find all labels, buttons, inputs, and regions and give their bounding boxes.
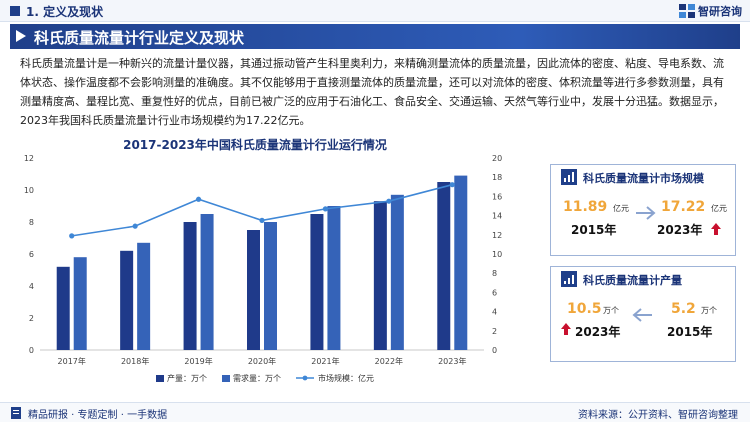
section-title: 1. 定义及现状 bbox=[26, 5, 104, 19]
market-size-card-title: 科氏质量流量计市场规模 bbox=[583, 172, 704, 185]
arrow-right-icon bbox=[636, 206, 656, 220]
y-left-tick-label: 4 bbox=[29, 282, 34, 291]
brand-logo-icon bbox=[679, 4, 695, 18]
intro-paragraph: 科氏质量流量计是一种新兴的流量计量仪器，其通过振动管产生科里奥利力，来精确测量流… bbox=[20, 57, 724, 127]
y-right-tick-label: 20 bbox=[492, 154, 502, 163]
y-right-tick-label: 10 bbox=[492, 250, 502, 259]
x-tick-label: 2021年 bbox=[311, 356, 339, 366]
brand-name: 智研咨询 bbox=[698, 5, 742, 18]
y-left-tick-label: 10 bbox=[24, 186, 34, 195]
x-tick-label: 2023年 bbox=[438, 356, 466, 366]
bar-demand bbox=[200, 214, 214, 350]
bar-demand bbox=[327, 206, 341, 350]
legend-swatch-production bbox=[156, 375, 164, 382]
point-market-size bbox=[195, 196, 202, 202]
x-tick-label: 2017年 bbox=[58, 356, 86, 366]
chevron-right-icon bbox=[16, 30, 26, 42]
y-right-tick-label: 18 bbox=[492, 173, 502, 182]
bar-production bbox=[437, 182, 451, 350]
output-card-header: 科氏质量流量计产量 bbox=[551, 267, 737, 291]
page-footer: 精品研报 · 专题定制 · 一手数据 资料来源：公开资料、智研咨询整理 bbox=[0, 402, 750, 422]
y-left-tick-label: 6 bbox=[29, 250, 34, 259]
bar-production bbox=[247, 230, 260, 350]
y-right-tick-label: 12 bbox=[492, 231, 502, 240]
y-left-tick-label: 8 bbox=[29, 218, 34, 227]
x-tick-label: 2018年 bbox=[121, 356, 149, 366]
point-market-size bbox=[386, 198, 392, 204]
y-right-tick-label: 6 bbox=[492, 288, 497, 297]
brand-logo: 智研咨询 bbox=[679, 3, 742, 19]
arrow-left-icon bbox=[632, 308, 652, 322]
bar-production bbox=[56, 266, 70, 350]
legend-swatch-demand bbox=[222, 375, 230, 382]
bar-demand bbox=[454, 175, 468, 350]
market-size-card-header: 科氏质量流量计市场规模 bbox=[551, 165, 737, 189]
bar-production bbox=[373, 201, 387, 350]
page-title: 科氏质量流量计行业定义及现状 bbox=[34, 29, 245, 47]
market-size-card: 科氏质量流量计市场规模 11.89 亿元 2015年 17.22 亿元 2023… bbox=[550, 164, 736, 256]
point-market-size bbox=[449, 182, 455, 188]
bar-demand bbox=[264, 222, 277, 350]
footer-source: 资料来源：公开资料、智研咨询整理 bbox=[578, 410, 738, 421]
market-size-2023-year: 2023年 bbox=[657, 223, 703, 237]
y-right-tick-label: 8 bbox=[492, 269, 497, 278]
bar-demand bbox=[137, 242, 151, 350]
output-2015-value: 5.2 bbox=[671, 301, 696, 317]
bar-chart-icon bbox=[561, 271, 577, 287]
arrow-up-icon bbox=[711, 223, 721, 235]
market-size-2015-value: 11.89 bbox=[563, 199, 608, 215]
y-left-tick-label: 0 bbox=[29, 346, 34, 355]
y-right-tick-label: 16 bbox=[492, 192, 502, 201]
bar-production bbox=[310, 214, 324, 350]
legend-label-market-size: 市场规模：亿元 bbox=[318, 373, 374, 383]
chart-title: 2017-2023年中国科氏质量流量计行业运行情况 bbox=[123, 138, 387, 152]
market-size-2015-year: 2015年 bbox=[571, 223, 617, 237]
dollar-chart-icon bbox=[561, 169, 577, 185]
bar-demand bbox=[390, 194, 404, 350]
arrow-up-icon bbox=[561, 323, 571, 335]
y-right-tick-label: 2 bbox=[492, 327, 497, 336]
output-2015-unit: 万个 bbox=[701, 306, 717, 315]
x-tick-label: 2022年 bbox=[375, 356, 403, 366]
market-size-2023-unit: 亿元 bbox=[711, 204, 727, 213]
y-right-tick-label: 4 bbox=[492, 308, 497, 317]
y-right-tick-label: 0 bbox=[492, 346, 497, 355]
bar-demand bbox=[73, 257, 87, 350]
page-banner: 科氏质量流量计行业定义及现状 bbox=[10, 24, 740, 49]
output-card-title: 科氏质量流量计产量 bbox=[583, 274, 682, 287]
output-2023-unit: 万个 bbox=[603, 306, 619, 315]
output-card: 科氏质量流量计产量 10.5 万个 2023年 5.2 万个 2015年 bbox=[550, 266, 736, 362]
market-size-2023-value: 17.22 bbox=[661, 199, 706, 215]
section-marker-icon bbox=[10, 6, 20, 16]
y-left-tick-label: 2 bbox=[29, 314, 34, 323]
point-market-size bbox=[132, 223, 138, 229]
x-tick-label: 2020年 bbox=[248, 356, 276, 366]
legend-label-demand: 需求量：万个 bbox=[233, 373, 281, 383]
legend-marker-market-size bbox=[302, 375, 308, 381]
point-market-size bbox=[259, 217, 265, 223]
market-size-2015-unit: 亿元 bbox=[613, 204, 629, 213]
point-market-size bbox=[322, 206, 329, 212]
bar-production bbox=[183, 222, 197, 350]
footer-tagline: 精品研报 · 专题定制 · 一手数据 bbox=[28, 410, 168, 421]
output-2023-year: 2023年 bbox=[575, 325, 621, 339]
output-2023-value: 10.5 bbox=[567, 301, 602, 317]
section-header: 1. 定义及现状 智研咨询 bbox=[0, 0, 750, 22]
output-2015-year: 2015年 bbox=[667, 325, 713, 339]
legend-label-production: 产量：万个 bbox=[167, 373, 207, 383]
x-tick-label: 2019年 bbox=[184, 356, 212, 366]
y-right-tick-label: 14 bbox=[492, 212, 502, 221]
bar-production bbox=[120, 250, 134, 350]
point-market-size bbox=[69, 233, 75, 239]
operation-chart: 0 2 4 6 8 10 12 0 2 4 6 8 10 12 14 16 18 20 2017年 2018年 2019… bbox=[24, 154, 502, 383]
y-left-tick-label: 12 bbox=[24, 154, 34, 163]
document-icon bbox=[11, 407, 21, 419]
